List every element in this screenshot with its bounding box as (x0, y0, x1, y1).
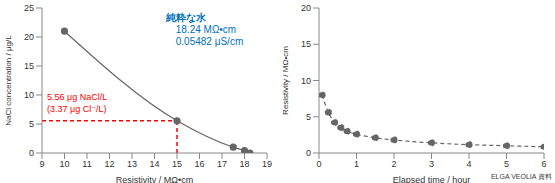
svg-text:9: 9 (39, 159, 44, 169)
html-text:5.56 μg NaCl/L: 5.56 μg NaCl/L (47, 91, 108, 102)
svg-text:20: 20 (301, 3, 311, 13)
svg-text:12: 12 (104, 159, 114, 169)
svg-text:18: 18 (239, 159, 249, 169)
html-text:18.24 MΩ•cm: 18.24 MΩ•cm (175, 24, 237, 35)
svg-text:16: 16 (194, 159, 204, 169)
svg-text:25: 25 (24, 3, 34, 13)
svg-text:11: 11 (82, 159, 91, 169)
svg-text:15: 15 (172, 159, 182, 169)
svg-text:5: 5 (306, 112, 311, 122)
svg-text:0: 0 (316, 159, 321, 169)
svg-text:19: 19 (262, 159, 272, 169)
html-text:(3.37 μg Cl⁻/L): (3.37 μg Cl⁻/L) (47, 103, 107, 114)
svg-text:6: 6 (541, 159, 546, 169)
svg-text:14: 14 (149, 159, 159, 169)
svg-text:Elapsed time / hour: Elapsed time / hour (393, 175, 471, 183)
html-text:純粋な水: 純粋な水 (165, 12, 206, 23)
svg-text:15: 15 (24, 61, 34, 71)
svg-text:5: 5 (29, 119, 34, 129)
svg-text:Resistivity / MΩ•cm: Resistivity / MΩ•cm (116, 175, 193, 183)
svg-text:15: 15 (301, 39, 311, 49)
svg-text:10: 10 (24, 90, 34, 100)
svg-text:NaCl concentration / μg/L: NaCl concentration / μg/L (8, 35, 13, 126)
svg-text:2: 2 (391, 159, 396, 169)
svg-text:3: 3 (429, 159, 434, 169)
svg-text:17: 17 (217, 159, 227, 169)
svg-text:0: 0 (306, 148, 311, 158)
svg-text:10: 10 (301, 76, 311, 86)
html-text:ELGA VEOLIA 資料: ELGA VEOLIA 資料 (490, 173, 552, 180)
svg-text:Resistivity / MΩ•cm: Resistivity / MΩ•cm (281, 46, 290, 115)
svg-text:13: 13 (127, 159, 137, 169)
svg-text:4: 4 (466, 159, 471, 169)
svg-text:10: 10 (59, 159, 69, 169)
html-text:0.05482 μS/cm: 0.05482 μS/cm (175, 36, 244, 47)
svg-text:1: 1 (354, 159, 359, 169)
svg-text:20: 20 (24, 32, 34, 42)
svg-text:5: 5 (504, 159, 509, 169)
svg-text:0: 0 (29, 148, 34, 158)
